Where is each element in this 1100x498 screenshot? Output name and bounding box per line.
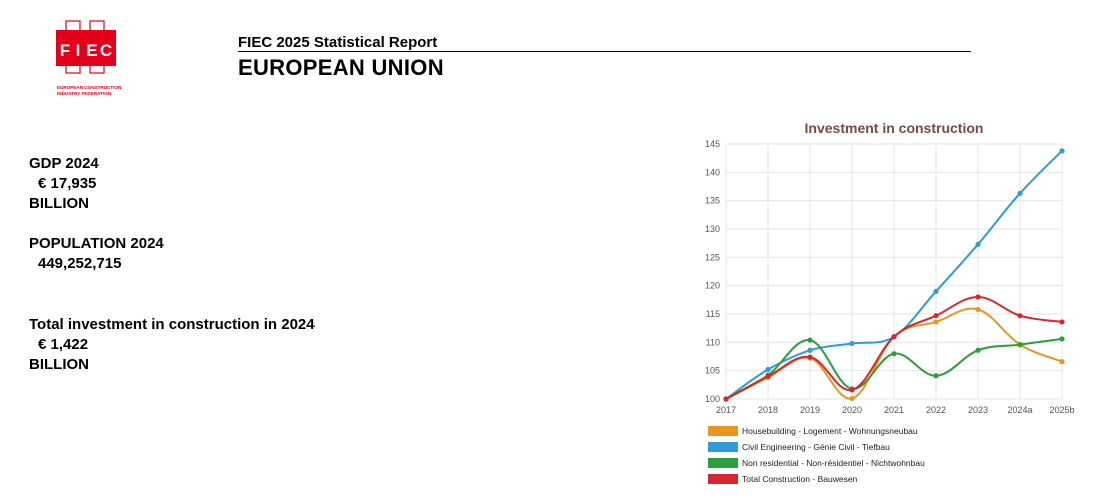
investment-label: Total investment in construction in 2024 — [29, 316, 315, 333]
series-point-3 — [975, 294, 981, 300]
gdp-unit: BILLION — [29, 195, 89, 212]
population-value: 449,252,715 — [38, 255, 122, 272]
y-tick-label: 110 — [706, 337, 720, 347]
series-point-3 — [849, 387, 855, 393]
fiec-logo: F I E C EUROPEAN CONSTRUCTION INDUSTRY F… — [56, 20, 122, 96]
legend-swatch-0 — [708, 426, 738, 436]
y-tick-label: 115 — [706, 309, 720, 319]
logo-tagline-line2: INDUSTRY FEDERATION — [57, 91, 112, 96]
chart-title: Investment in construction — [805, 120, 984, 136]
legend-swatch-2 — [708, 458, 738, 468]
x-tick-label: 2017 — [716, 405, 736, 415]
series-point-0 — [849, 395, 855, 402]
series-point-0 — [1059, 359, 1065, 365]
legend-swatch-1 — [708, 442, 738, 452]
series-point-2 — [1017, 342, 1023, 348]
series-point-1 — [765, 366, 771, 373]
logo-frame-right — [89, 20, 105, 74]
y-tick-label: 140 — [705, 167, 720, 177]
x-tick-label: 2025b — [1049, 405, 1074, 415]
series-point-3 — [1017, 313, 1023, 319]
logo-letter-e: E — [86, 41, 97, 60]
investment-value: € 1,422 — [38, 336, 89, 353]
series-point-1 — [975, 241, 981, 247]
logo-letter-i: I — [76, 41, 81, 60]
series-point-2 — [933, 373, 939, 379]
legend-label-0: Housebuilding - Logement - Wohnungsneuba… — [742, 426, 918, 436]
series-point-2 — [975, 347, 981, 353]
logo-letter-f: F — [60, 41, 70, 60]
series-point-2 — [891, 351, 897, 357]
x-tick-label: 2022 — [926, 405, 946, 415]
series-point-3 — [723, 396, 729, 402]
logo-frame-left — [65, 20, 81, 74]
legend-swatch-3 — [708, 474, 738, 484]
population-stat: POPULATION 2024 449,252,715 — [29, 234, 164, 274]
header-divider — [238, 51, 971, 52]
y-tick-label: 100 — [705, 394, 720, 404]
y-tick-label: 145 — [705, 139, 720, 149]
x-tick-label: 2018 — [758, 405, 778, 415]
logo-tagline-line1: EUROPEAN CONSTRUCTION — [57, 85, 122, 90]
series-point-0 — [933, 319, 939, 325]
series-point-1 — [807, 347, 813, 353]
gdp-value: € 17,935 — [38, 175, 97, 192]
gdp-stat: GDP 2024 € 17,935 BILLION — [29, 154, 99, 214]
investment-line-chart: Investment in construction 100 105 110 115 12… — [705, 120, 1075, 484]
y-tick-label: 130 — [705, 224, 720, 234]
investment-stat: Total investment in construction in 2024… — [29, 315, 315, 375]
series-point-0 — [975, 306, 981, 313]
x-tick-label: 2024a — [1007, 405, 1032, 415]
investment-unit: BILLION — [29, 356, 89, 373]
logo-letter-c: C — [100, 41, 112, 60]
y-tick-label: 105 — [705, 366, 720, 376]
report-title: FIEC 2025 Statistical Report — [238, 34, 438, 51]
series-point-1 — [933, 288, 939, 294]
series-point-3 — [765, 373, 771, 379]
x-tick-label: 2021 — [884, 405, 904, 415]
legend-label-1: Civil Engineering - Génie Civil - Tiefba… — [742, 442, 890, 452]
series-point-2 — [807, 337, 813, 343]
series-point-1 — [849, 340, 855, 347]
y-tick-label: 125 — [705, 252, 720, 262]
series-point-3 — [891, 334, 897, 340]
series-point-1 — [1017, 190, 1023, 196]
x-tick-label: 2023 — [968, 405, 988, 415]
region-title: EUROPEAN UNION — [238, 55, 444, 80]
x-tick-label: 2019 — [800, 405, 820, 415]
series-point-1 — [1059, 148, 1065, 154]
legend-label-2: Non residential - Non-résidentiel - Nich… — [742, 458, 925, 468]
y-tick-label: 120 — [705, 281, 720, 291]
series-point-2 — [1059, 336, 1065, 342]
series-point-3 — [807, 354, 813, 360]
series-point-3 — [1059, 319, 1065, 325]
x-tick-label: 2020 — [842, 405, 862, 415]
series-point-3 — [933, 313, 939, 319]
legend-label-3: Total Construction - Bauwesen — [742, 474, 858, 484]
gdp-label: GDP 2024 — [29, 155, 99, 172]
y-tick-label: 135 — [705, 196, 720, 206]
population-label: POPULATION 2024 — [29, 235, 164, 252]
